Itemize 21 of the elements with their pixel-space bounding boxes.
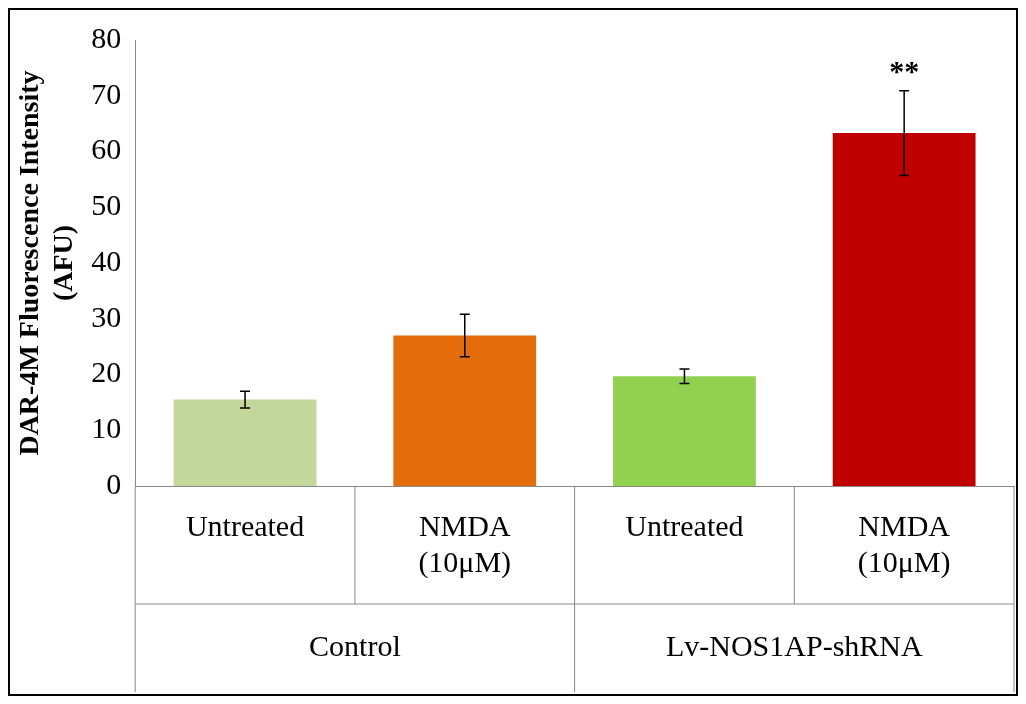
x-tick-label: NMDA (10μM) <box>857 508 951 579</box>
bar <box>613 376 756 486</box>
y-tick-label: 50 <box>91 188 122 222</box>
y-tick-label: 80 <box>91 20 122 54</box>
y-tick-label: 0 <box>106 466 122 500</box>
y-tick-label: 20 <box>91 355 122 389</box>
y-tick-label: 30 <box>91 299 122 333</box>
x-tick-label: NMDA (10μM) <box>418 508 512 579</box>
bar <box>832 133 976 486</box>
bar <box>173 399 317 486</box>
text: Lv-NOS1AP-shRNA <box>665 628 923 662</box>
x-tick-label: Untreated <box>625 508 744 542</box>
bar <box>393 335 537 486</box>
text: Control <box>309 628 401 662</box>
y-tick-label: 10 <box>91 411 122 445</box>
data-label: ** <box>889 54 920 88</box>
y-tick-label: 70 <box>91 76 122 110</box>
y-tick-label: 60 <box>91 132 122 166</box>
x-tick-label: Untreated <box>185 508 305 542</box>
y-axis-title: DAR-4M Fluorescence Intensity (AFU) <box>13 70 78 456</box>
y-tick-label: 40 <box>91 243 122 277</box>
